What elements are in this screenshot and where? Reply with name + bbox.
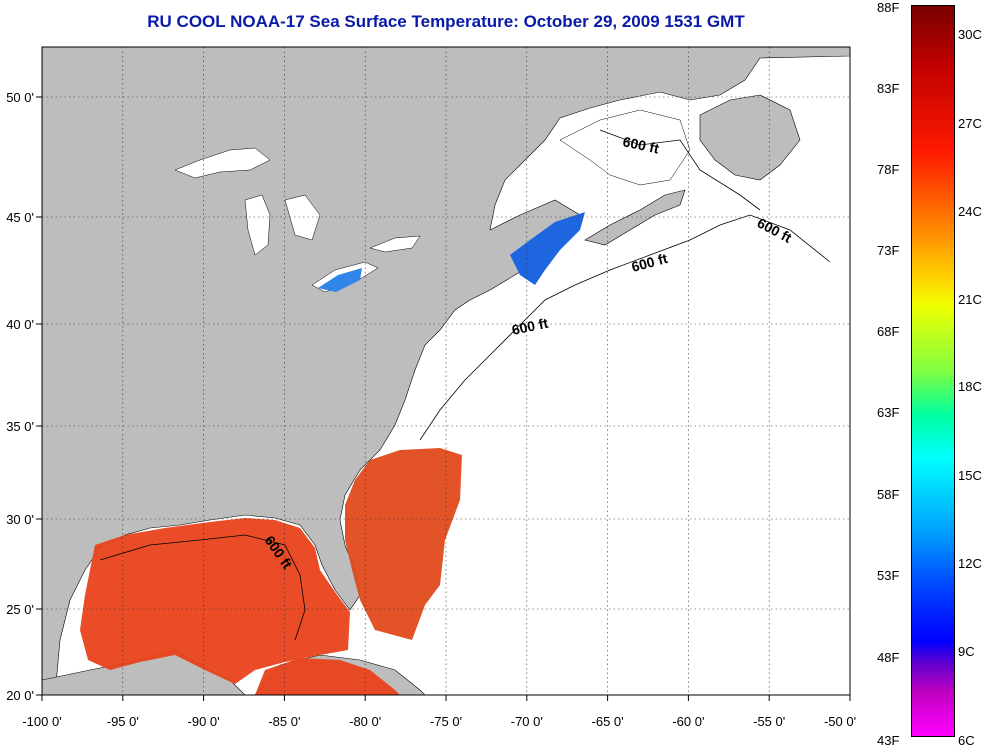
temperature-colorbar: [911, 5, 955, 737]
lon-tick-label: -65 0': [592, 714, 624, 729]
lat-tick-label: 45 0': [6, 210, 34, 225]
map-grid: [42, 47, 850, 695]
lon-tick-label: -85 0': [268, 714, 300, 729]
lon-tick-label: -90 0': [188, 714, 220, 729]
lon-tick-label: -75 0': [430, 714, 462, 729]
depth-contour-gulf: [99, 534, 306, 641]
depth-contour-slope: [599, 129, 761, 211]
colorbar-f-label: 73F: [877, 243, 900, 258]
colorbar-f-label: 53F: [877, 568, 900, 583]
sst-lake-erie: [318, 268, 362, 292]
contour-label: 600 ft: [621, 133, 660, 156]
lon-tick-label: -95 0': [107, 714, 139, 729]
colorbar-c-label: 12C: [958, 556, 982, 571]
colorbar-f-label: 78F: [877, 162, 900, 177]
colorbar-c-label: 27C: [958, 116, 982, 131]
colorbar-f-label: 48F: [877, 650, 900, 665]
sst-gulf-of-maine: [510, 212, 585, 285]
colorbar-c-label: 24C: [958, 204, 982, 219]
lat-tick-label: 40 0': [6, 317, 34, 332]
land-newfoundland: [699, 94, 801, 181]
colorbar-f-label: 88F: [877, 0, 900, 15]
colorbar-c-label: 18C: [958, 379, 982, 394]
colorbar-c-label: 6C: [958, 733, 975, 748]
lon-tick-label: -100 0': [22, 714, 61, 729]
colorbar-f-label: 83F: [877, 81, 900, 96]
land-maritimes: [584, 189, 686, 246]
lat-tick-label: 30 0': [6, 512, 34, 527]
gulf-st-lawrence: [559, 109, 691, 186]
colorbar-f-label: 63F: [877, 405, 900, 420]
land-north-america: [42, 47, 850, 695]
lon-tick-label: -60 0': [672, 714, 704, 729]
lat-tick-label: 35 0': [6, 419, 34, 434]
colorbar-f-label: 58F: [877, 487, 900, 502]
colorbar-f-label: 68F: [877, 324, 900, 339]
colorbar-c-label: 30C: [958, 27, 982, 42]
lon-tick-label: -70 0': [511, 714, 543, 729]
sst-gulf-of-mexico: [80, 518, 350, 684]
colorbar-c-label: 15C: [958, 468, 982, 483]
contour-label: 600 ft: [510, 315, 549, 338]
colorbar-c-label: 9C: [958, 644, 975, 659]
sst-caribbean: [255, 658, 400, 695]
lake-superior: [174, 147, 271, 179]
lat-tick-label: 25 0': [6, 602, 34, 617]
colorbar-c-label: 21C: [958, 292, 982, 307]
lon-tick-label: -50 0': [824, 714, 856, 729]
lon-tick-label: -55 0': [753, 714, 785, 729]
lat-tick-label: 20 0': [6, 688, 34, 703]
depth-contour-northeast: [419, 214, 831, 441]
lake-michigan-huron: [244, 194, 321, 256]
lat-tick-label: 50 0': [6, 90, 34, 105]
colorbar-f-label: 43F: [877, 733, 900, 748]
axis-ticks: [36, 96, 851, 701]
lon-tick-label: -80 0': [349, 714, 381, 729]
map-title: RU COOL NOAA-17 Sea Surface Temperature:…: [147, 12, 745, 31]
sst-atlantic-southeast: [345, 448, 462, 640]
